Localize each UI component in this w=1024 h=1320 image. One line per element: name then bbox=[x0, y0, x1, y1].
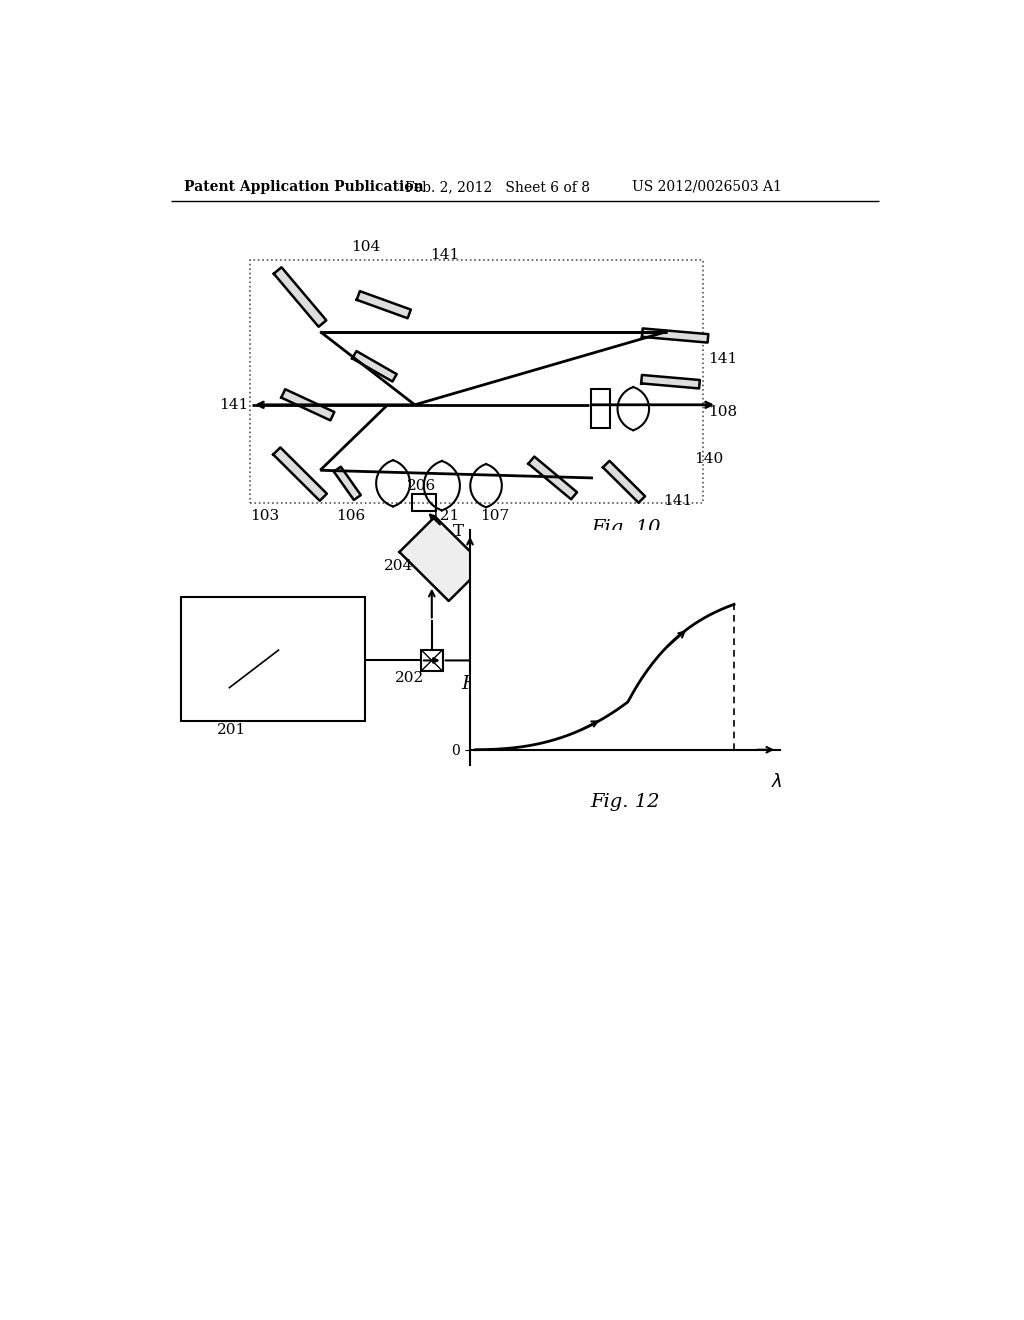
Polygon shape bbox=[282, 389, 335, 420]
Text: 141: 141 bbox=[708, 351, 737, 366]
Text: Fig. 10: Fig. 10 bbox=[592, 519, 660, 537]
Text: Fig. 11: Fig. 11 bbox=[461, 675, 530, 693]
Text: 202: 202 bbox=[395, 671, 425, 685]
Text: 107: 107 bbox=[480, 510, 510, 524]
Text: $\lambda$: $\lambda$ bbox=[771, 772, 783, 791]
Polygon shape bbox=[641, 375, 699, 388]
Text: 106: 106 bbox=[336, 510, 365, 524]
Text: 141: 141 bbox=[430, 248, 460, 261]
Bar bbox=[592, 389, 610, 428]
Text: 103: 103 bbox=[251, 510, 280, 524]
Text: 140: 140 bbox=[693, 451, 723, 466]
Bar bbox=[413, 494, 435, 511]
Polygon shape bbox=[334, 467, 360, 500]
Text: 121: 121 bbox=[430, 510, 460, 524]
Polygon shape bbox=[642, 329, 709, 343]
Text: 141: 141 bbox=[663, 494, 692, 508]
Bar bbox=[421, 649, 442, 671]
Polygon shape bbox=[273, 447, 327, 500]
Text: Feb. 2, 2012   Sheet 6 of 8: Feb. 2, 2012 Sheet 6 of 8 bbox=[406, 180, 591, 194]
Text: 201: 201 bbox=[217, 723, 247, 737]
Bar bbox=[180, 597, 366, 721]
Text: 108: 108 bbox=[708, 405, 737, 420]
Text: Fig. 12: Fig. 12 bbox=[590, 793, 659, 812]
Polygon shape bbox=[273, 267, 327, 327]
Text: 104: 104 bbox=[351, 240, 381, 253]
Polygon shape bbox=[603, 461, 645, 503]
Bar bbox=[494, 568, 518, 589]
Text: Patent Application Publication: Patent Application Publication bbox=[183, 180, 424, 194]
Text: 207: 207 bbox=[523, 570, 552, 585]
Polygon shape bbox=[399, 516, 484, 601]
Text: US 2012/0026503 A1: US 2012/0026503 A1 bbox=[632, 180, 781, 194]
Polygon shape bbox=[352, 351, 396, 381]
Bar bbox=[251, 260, 703, 503]
Text: 141: 141 bbox=[219, 397, 249, 412]
Text: 206: 206 bbox=[407, 479, 436, 494]
Text: T: T bbox=[453, 523, 464, 540]
Polygon shape bbox=[356, 292, 411, 318]
Text: 204: 204 bbox=[384, 560, 413, 573]
Polygon shape bbox=[528, 457, 578, 499]
